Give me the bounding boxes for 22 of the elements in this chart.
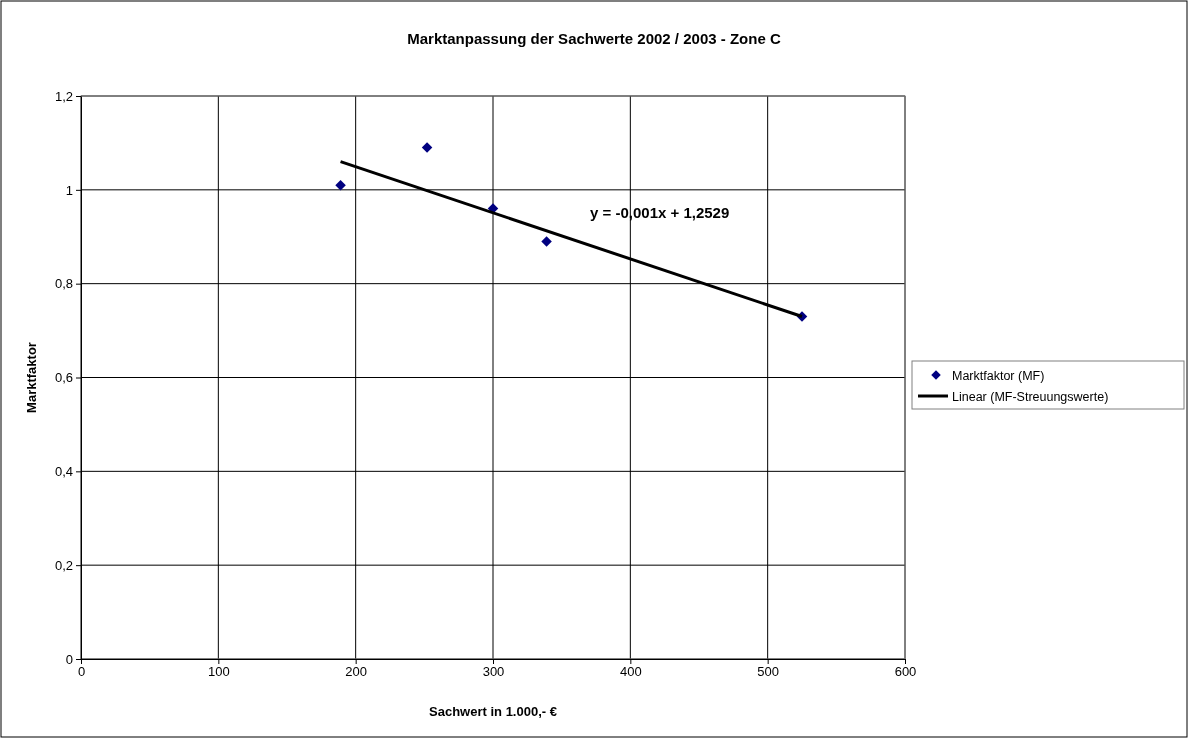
x-tick-label: 0 (77, 664, 86, 680)
y-tick-label: 0,4 (54, 463, 73, 479)
legend-label: Marktfaktor (MF) (952, 369, 1045, 383)
y-tick-label: 1,2 (54, 88, 73, 104)
y-tick-label: 1 (65, 182, 73, 198)
legend-label: Linear (MF-Streuungswerte) (952, 390, 1109, 404)
x-tick-label: 200 (345, 664, 368, 680)
point (541, 236, 552, 247)
x-axis-title: Sachwert in 1.000,- € (429, 704, 557, 719)
y-tick-label: 0 (65, 651, 73, 667)
y-tick-label: 0,8 (54, 276, 73, 292)
point (421, 142, 433, 153)
y-tick-label: 0,6 (54, 370, 73, 386)
y-axis-title: Marktfaktor (24, 342, 39, 413)
point (335, 179, 346, 191)
x-tick-label: 100 (207, 664, 230, 680)
x-tick-label: 300 (482, 664, 505, 680)
x-tick-label: 600 (894, 664, 917, 680)
x-tick-label: 500 (757, 664, 780, 680)
chart-title: Marktanpassung der Sachwerte 2002 / 2003 - Zone C (407, 30, 781, 47)
y-tick-label: 0,2 (54, 557, 73, 573)
x-tick-label: 400 (619, 664, 642, 680)
